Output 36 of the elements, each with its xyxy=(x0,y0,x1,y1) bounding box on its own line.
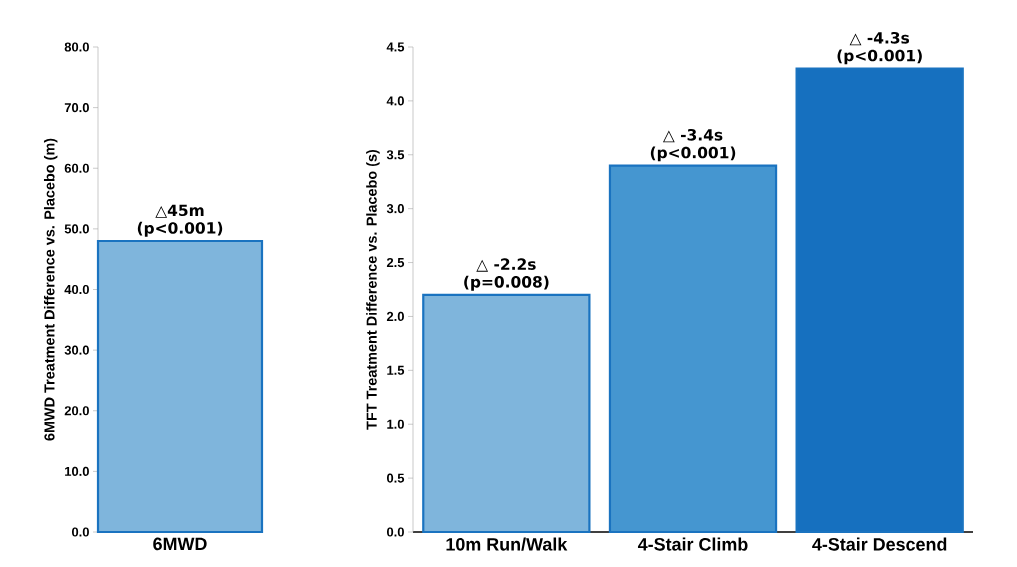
x-tick-label: 10m Run/Walk xyxy=(446,537,568,551)
y-tick-label: 2.0 xyxy=(386,311,404,322)
y-tick-label: 50.0 xyxy=(64,224,89,234)
y-tick-label: 60.0 xyxy=(64,163,89,173)
annotation: △45m xyxy=(155,204,204,218)
y-tick-label: 10.0 xyxy=(65,466,89,476)
y-tick-label: 3.0 xyxy=(386,204,404,214)
x-tick-label: 6MWD xyxy=(153,537,207,551)
annotation: △ -2.2s xyxy=(476,258,536,272)
y-tick-label: 30.0 xyxy=(64,345,89,355)
y-tick-label: 1.0 xyxy=(387,419,404,429)
y-tick-label: 0.0 xyxy=(71,527,89,537)
y-axis-title: TFT Treatment Difference vs. Placebo (s) xyxy=(366,149,380,430)
y-tick-label: 4.5 xyxy=(386,42,405,52)
annotation: △ -3.4s xyxy=(662,129,723,143)
y-axis-title: 6MWD Treatment Difference vs. Placebo (m) xyxy=(43,138,58,441)
y-tick-label: 20.0 xyxy=(64,406,89,416)
x-tick-label: 4-Stair Climb xyxy=(637,537,748,551)
bar xyxy=(608,164,778,534)
y-tick-label: 2.5 xyxy=(386,257,405,268)
annotation: (p<0.001) xyxy=(650,146,736,162)
y-tick-label: 0.5 xyxy=(386,473,405,483)
annotation: △ -4.3s xyxy=(849,32,910,46)
y-tick-label: 40.0 xyxy=(64,284,89,295)
y-tick-label: 80.0 xyxy=(64,42,89,52)
y-tick-label: 4.0 xyxy=(386,96,404,106)
y-tick-label: 3.5 xyxy=(386,150,405,160)
annotation: (p<0.001) xyxy=(837,49,922,65)
y-tick-label: 0.0 xyxy=(386,527,404,537)
annotation: (p=0.008) xyxy=(464,275,549,291)
x-tick-label: 4-Stair Descend xyxy=(812,537,947,551)
bar xyxy=(795,67,964,534)
bar xyxy=(422,293,591,534)
y-tick-label: 1.5 xyxy=(387,365,405,375)
y-tick-label: 70.0 xyxy=(64,103,89,113)
annotation: (p<0.001) xyxy=(137,221,223,237)
